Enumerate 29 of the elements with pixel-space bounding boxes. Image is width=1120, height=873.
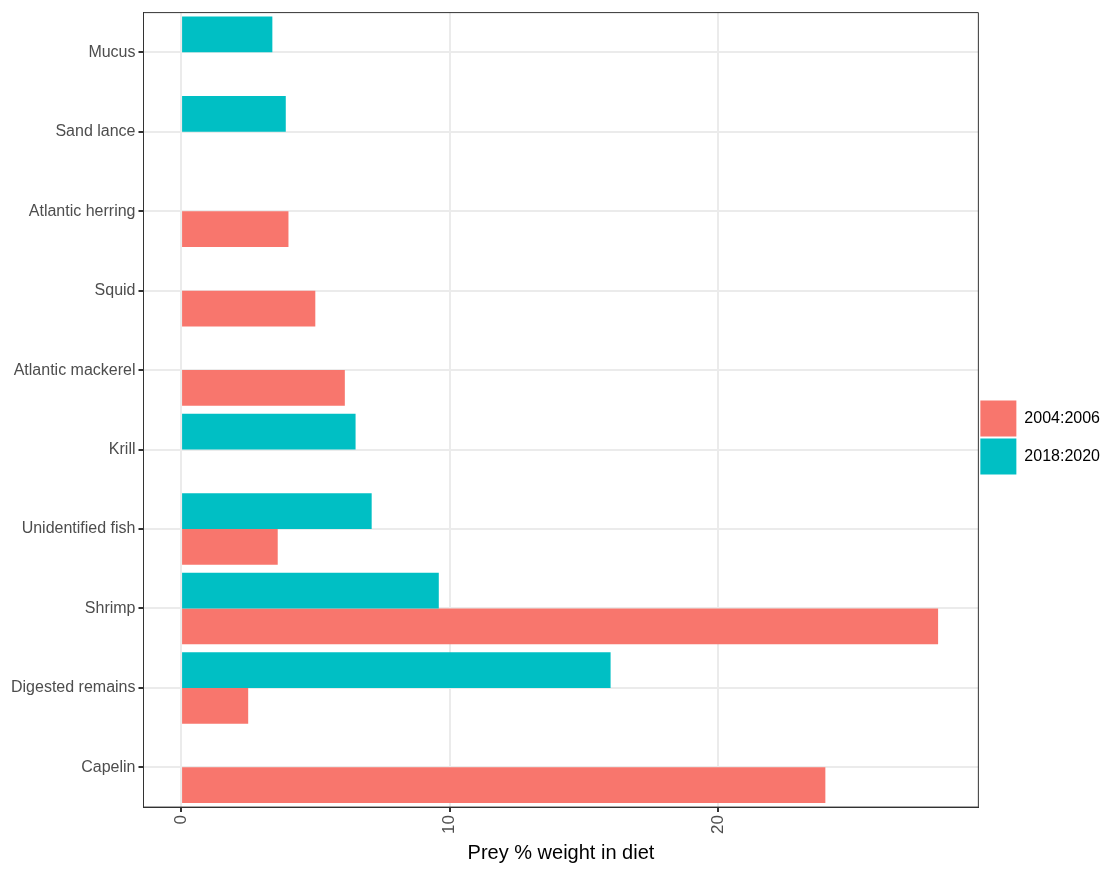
y-tick-label: Unidentified fish bbox=[21, 519, 136, 537]
bar bbox=[182, 413, 356, 450]
bar bbox=[182, 370, 345, 406]
y-tick-label: Sand lance bbox=[55, 122, 136, 140]
bar bbox=[182, 211, 289, 247]
legend-label: 2018:2020 bbox=[1024, 446, 1101, 464]
bar bbox=[182, 572, 439, 609]
y-tick-label: Mucus bbox=[88, 42, 136, 60]
x-axis-title: Prey % weight in diet bbox=[467, 840, 655, 863]
bar bbox=[182, 608, 939, 645]
y-tick-label: Atlantic mackerel bbox=[13, 360, 136, 378]
bar bbox=[182, 767, 826, 804]
y-tick-label: Capelin bbox=[81, 757, 136, 775]
legend-label: 2004:2006 bbox=[1024, 408, 1101, 426]
y-tick-label: Atlantic herring bbox=[28, 201, 136, 219]
y-tick-label: Squid bbox=[94, 281, 136, 299]
y-tick-label: Krill bbox=[108, 439, 136, 457]
y-tick-label: Digested remains bbox=[11, 678, 136, 696]
bar bbox=[182, 529, 278, 565]
bar bbox=[182, 16, 273, 53]
bar bbox=[182, 687, 249, 724]
bar bbox=[182, 493, 372, 530]
bar bbox=[182, 96, 286, 132]
x-tick-label: 20 bbox=[707, 815, 727, 835]
x-tick-label: 10 bbox=[439, 815, 459, 835]
bar bbox=[182, 652, 611, 688]
x-tick-label: 0 bbox=[170, 815, 190, 825]
y-tick-label: Shrimp bbox=[84, 598, 136, 616]
bar bbox=[182, 290, 316, 327]
